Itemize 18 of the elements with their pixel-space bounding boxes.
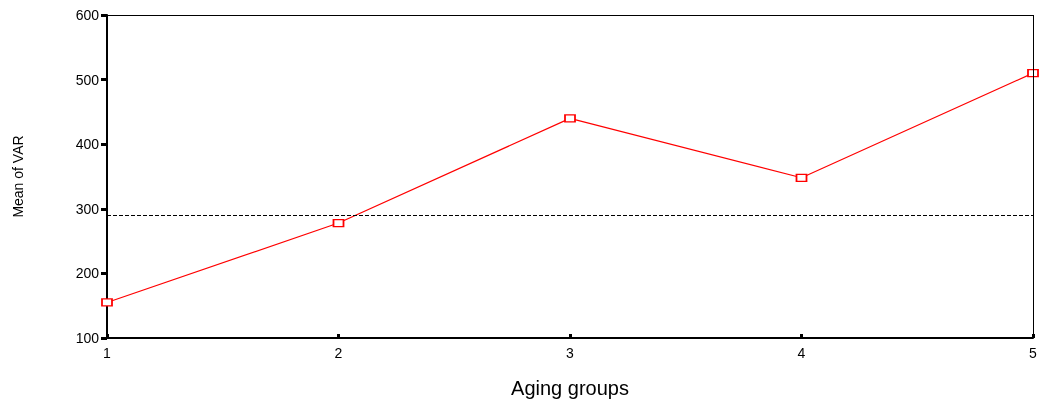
x-tick-label: 1 — [103, 345, 112, 361]
point — [795, 173, 808, 183]
y-tick-label: 200 — [75, 265, 100, 282]
y-tick-label: 600 — [75, 7, 100, 23]
point — [564, 114, 576, 123]
y-axis-title: Mean of VAR — [10, 135, 26, 218]
y-tick-label: 300 — [75, 200, 100, 217]
point — [332, 218, 345, 228]
x-tick-label: 2 — [334, 345, 343, 361]
y-tick-label: 400 — [75, 136, 100, 153]
y-tick-label: 100 — [75, 330, 100, 346]
x-axis-title: Aging groups — [511, 377, 629, 399]
x-tick-label: 5 — [1029, 345, 1038, 361]
x-tick-label: 4 — [797, 345, 806, 361]
point — [101, 298, 113, 307]
y-tick-label: 500 — [75, 71, 100, 88]
point — [1027, 68, 1039, 78]
x-tick-label: 3 — [566, 345, 575, 361]
